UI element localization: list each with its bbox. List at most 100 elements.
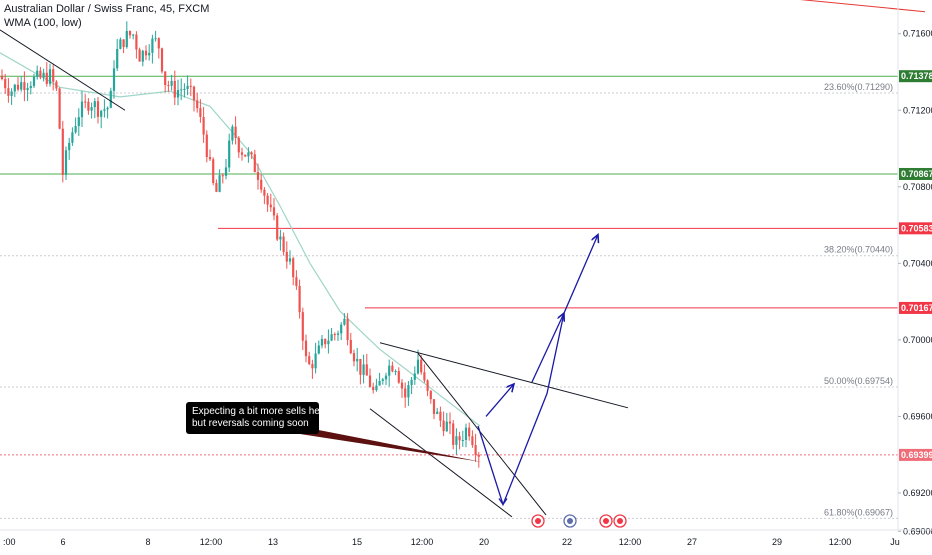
- candle-147: [471, 430, 474, 448]
- candle-125: [400, 379, 404, 398]
- candle-23: [74, 117, 77, 134]
- candle-65: [208, 149, 212, 161]
- candle-122: [391, 361, 394, 373]
- candle-13: [42, 68, 45, 82]
- candle-90: [288, 250, 292, 265]
- candle-80: [256, 163, 260, 190]
- candle-36: [116, 38, 119, 72]
- candle-149: [477, 452, 480, 468]
- candle-54: [173, 70, 176, 106]
- candle-96: [308, 351, 311, 366]
- candle-14: [45, 62, 48, 87]
- candle-131: [420, 354, 423, 375]
- candle-127: [407, 380, 410, 406]
- candle-27: [87, 98, 90, 115]
- time-tick-1: 6: [60, 537, 65, 547]
- candle-121: [388, 359, 391, 387]
- candle-42: [135, 31, 138, 59]
- candle-119: [381, 377, 384, 385]
- candle-105: [336, 330, 340, 341]
- candle-2: [7, 78, 10, 103]
- candle-19: [61, 120, 64, 183]
- candle-37: [119, 37, 122, 50]
- candle-22: [71, 127, 74, 146]
- trendline-2: [369, 408, 513, 518]
- candle-12: [39, 66, 42, 80]
- candle-129: [413, 366, 416, 385]
- annotation-callout[interactable]: Expecting a bit more sells here but reve…: [186, 402, 329, 434]
- candle-41: [132, 33, 135, 40]
- candle-73: [234, 116, 237, 145]
- candle-97: [311, 359, 314, 379]
- candle-117: [375, 378, 378, 392]
- indicator-legend[interactable]: WMA (100, low): [4, 17, 82, 29]
- time-tick-6: 12:00: [411, 537, 434, 547]
- candle-99: [317, 340, 320, 355]
- candle-59: [189, 78, 192, 97]
- candle-58: [186, 75, 189, 96]
- candle-87: [279, 229, 282, 251]
- arrow-turn-head: [498, 498, 508, 506]
- candle-4: [13, 83, 16, 98]
- event-marker-icon-2: [599, 514, 613, 528]
- candle-137: [439, 406, 442, 427]
- candle-45: [144, 45, 148, 61]
- candle-132: [423, 364, 426, 383]
- price-label-4: 0.69399: [899, 448, 932, 461]
- candle-32: [103, 99, 106, 118]
- candle-61: [196, 92, 199, 113]
- candle-136: [436, 408, 439, 415]
- candle-38: [122, 39, 125, 54]
- projection-arrow-1: [485, 384, 514, 417]
- candle-118: [378, 372, 381, 386]
- candle-49: [157, 37, 160, 59]
- candle-93: [298, 279, 301, 319]
- candle-28: [90, 102, 93, 119]
- candle-10: [32, 73, 36, 89]
- candle-21: [68, 137, 71, 160]
- candle-83: [266, 193, 269, 212]
- candle-143: [458, 431, 461, 450]
- candle-75: [240, 147, 244, 161]
- candle-11: [36, 65, 39, 80]
- time-tick-4: 13: [268, 537, 278, 547]
- svg-text:0.70167: 0.70167: [901, 303, 932, 313]
- svg-text:0.70583: 0.70583: [901, 223, 932, 233]
- candle-92: [295, 270, 298, 290]
- candle-51: [164, 71, 167, 93]
- trendline-3: [417, 352, 547, 516]
- time-tick-13: Ju: [890, 537, 900, 547]
- candle-141: [452, 419, 455, 450]
- candle-62: [199, 99, 202, 123]
- svg-text:0.70867: 0.70867: [901, 169, 932, 179]
- candle-94: [301, 307, 304, 351]
- candle-50: [160, 47, 164, 74]
- candle-84: [269, 193, 272, 212]
- candle-56: [180, 78, 183, 101]
- candle-47: [151, 34, 154, 64]
- price-label-0: 0.71378: [899, 70, 932, 83]
- candle-46: [148, 44, 151, 61]
- fib-label-2: 50.00%(0.69754): [824, 376, 893, 386]
- price-label-2: 0.70583: [899, 222, 932, 235]
- candle-145: [464, 423, 468, 448]
- candle-124: [397, 367, 400, 384]
- candle-33: [106, 106, 109, 119]
- svg-text:0.69399: 0.69399: [901, 450, 932, 460]
- candle-86: [276, 213, 279, 242]
- candle-107: [343, 313, 346, 326]
- candle-40: [128, 30, 132, 39]
- candle-111: [356, 347, 359, 372]
- candle-67: [215, 179, 218, 193]
- fib-label-3: 61.80%(0.69067): [824, 507, 893, 517]
- candle-52: [167, 80, 170, 93]
- candle-114: [365, 353, 368, 376]
- annotation-line-2: but reversals coming soon: [192, 418, 309, 429]
- candle-64: [205, 130, 208, 163]
- candle-144: [461, 430, 464, 447]
- candle-142: [455, 428, 458, 455]
- svg-text:0.71378: 0.71378: [901, 71, 932, 81]
